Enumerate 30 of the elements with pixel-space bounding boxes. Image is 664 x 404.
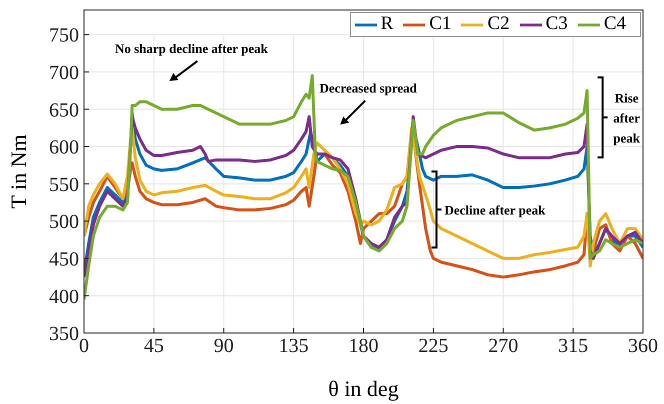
y-tick-label: 350: [49, 323, 79, 346]
x-tick-label: 270: [488, 335, 518, 358]
y-tick-label: 750: [49, 24, 79, 47]
y-tick-label: 700: [49, 62, 79, 84]
x-tick-label: 135: [278, 335, 309, 358]
legend-label: R: [380, 13, 394, 34]
x-tick-label: 45: [144, 335, 164, 358]
x-axis-title: θ in deg: [328, 376, 399, 401]
legend-label: C2: [487, 13, 510, 34]
legend-label: C3: [546, 13, 568, 34]
y-tick-label: 400: [49, 286, 79, 308]
x-tick-label: 360: [628, 335, 658, 358]
legend-label: C4: [604, 13, 626, 34]
y-tick-label: 500: [49, 211, 79, 234]
x-tick-label: 180: [348, 335, 378, 358]
annotation: Rise after peak: [613, 90, 641, 146]
y-tick-label: 550: [49, 174, 79, 196]
legend-label: C1: [429, 13, 452, 34]
y-tick-label: 600: [49, 136, 79, 159]
x-tick-label: 0: [79, 335, 89, 358]
y-tick-label: 650: [49, 99, 79, 122]
annotation: Decline after peak: [444, 202, 546, 218]
annotation: No sharp decline after peak: [114, 41, 269, 56]
annotation: Decreased spread: [320, 80, 418, 96]
x-tick-label: 225: [418, 335, 448, 358]
line-series: [84, 74, 643, 301]
y-tick-label: 450: [49, 248, 79, 271]
x-tick-label: 315: [558, 335, 588, 358]
y-axis-title: T in Nm: [6, 134, 31, 209]
x-tick-label: 90: [214, 335, 234, 358]
